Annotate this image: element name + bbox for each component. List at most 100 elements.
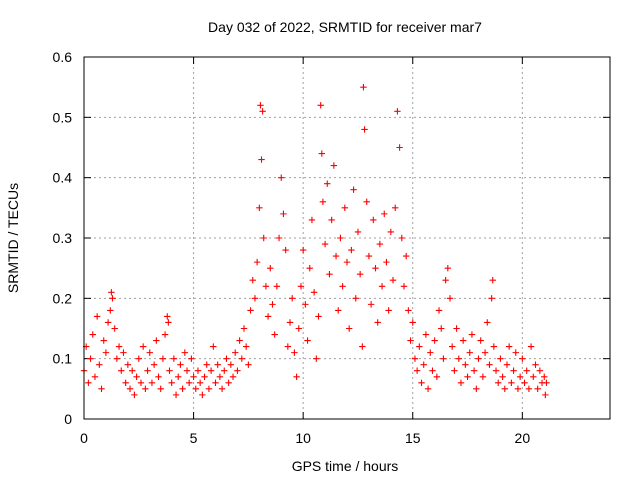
data-point	[350, 186, 357, 193]
data-point	[293, 373, 300, 380]
data-point	[280, 210, 287, 218]
data-point	[93, 313, 101, 320]
data-point	[115, 343, 123, 350]
data-point	[131, 391, 138, 399]
data-point	[179, 385, 186, 393]
data-point	[475, 355, 482, 362]
data-point	[210, 343, 217, 350]
data-point	[289, 295, 296, 302]
data-point	[315, 313, 322, 320]
data-point	[122, 379, 129, 386]
data-point	[374, 319, 381, 326]
data-point	[225, 379, 232, 386]
data-point	[328, 216, 335, 224]
data-point	[297, 283, 305, 290]
data-point	[431, 337, 438, 344]
y-tick-label: 0.5	[53, 109, 73, 125]
data-point	[497, 355, 504, 362]
y-tick-label: 0.2	[53, 290, 73, 306]
data-point	[207, 367, 215, 374]
data-point	[488, 295, 495, 302]
data-point	[302, 301, 309, 308]
data-point	[139, 343, 147, 350]
data-point	[376, 240, 384, 248]
data-point	[196, 379, 204, 386]
data-point	[501, 385, 508, 393]
data-point	[142, 385, 149, 393]
data-point	[251, 295, 259, 302]
data-point	[490, 343, 498, 350]
data-point	[396, 144, 403, 151]
data-point	[232, 349, 239, 356]
data-point	[310, 289, 318, 296]
data-point	[339, 283, 346, 290]
data-point	[126, 385, 134, 393]
data-point	[470, 367, 478, 374]
data-point	[462, 361, 469, 368]
grid	[84, 57, 610, 419]
data-point	[214, 361, 221, 368]
data-point	[221, 367, 228, 374]
axis-ticks	[83, 56, 610, 420]
data-point	[273, 283, 281, 290]
data-point	[264, 313, 272, 320]
x-tick-label: 20	[515, 430, 531, 446]
data-point	[177, 361, 184, 368]
data-point	[418, 379, 425, 386]
data-point	[363, 198, 370, 205]
data-point	[521, 379, 528, 386]
data-point	[87, 355, 94, 362]
data-point	[392, 204, 399, 212]
data-point	[473, 385, 480, 393]
data-point	[372, 264, 379, 272]
data-point	[120, 349, 127, 356]
data-point	[295, 325, 302, 332]
data-point	[155, 373, 162, 380]
data-point	[238, 355, 245, 362]
data-point	[398, 234, 405, 242]
data-point	[332, 252, 340, 260]
data-point	[446, 295, 454, 302]
data-point	[464, 373, 471, 380]
data-point	[245, 361, 252, 368]
plot-frame	[83, 56, 611, 420]
data-point	[111, 325, 118, 332]
data-point	[223, 355, 230, 362]
data-point	[387, 228, 395, 236]
data-point	[313, 355, 320, 362]
data-point	[365, 252, 373, 260]
data-point	[104, 319, 112, 326]
data-point	[253, 258, 261, 266]
y-tick-label: 0.3	[53, 230, 73, 246]
data-point	[159, 355, 167, 362]
data-point	[321, 240, 329, 248]
y-tick-label: 0.4	[53, 170, 73, 186]
data-point	[108, 289, 115, 296]
data-point	[100, 337, 107, 344]
data-point	[422, 331, 430, 338]
data-point	[381, 210, 388, 218]
data-point	[275, 234, 283, 242]
data-point	[508, 379, 515, 386]
data-point	[258, 156, 265, 163]
y-tick-label: 0.1	[53, 351, 73, 367]
data-point	[109, 295, 116, 302]
tick-labels: 0 0.1 0.2 0.3 0.4 0.5 0.6 0 5 10 15 20	[53, 49, 531, 446]
data-point	[402, 252, 410, 260]
data-point	[510, 367, 517, 374]
data-point	[286, 319, 294, 326]
data-point	[247, 307, 254, 314]
data-point	[218, 385, 226, 393]
data-point	[411, 355, 419, 362]
data-point	[299, 246, 307, 254]
data-points	[80, 83, 550, 399]
data-point	[514, 385, 522, 393]
data-point	[256, 204, 263, 212]
data-point	[267, 264, 274, 272]
data-point	[157, 385, 164, 393]
data-point	[378, 283, 386, 290]
data-point	[98, 385, 105, 393]
data-point	[449, 343, 456, 350]
data-point	[236, 337, 243, 344]
x-tick-label: 10	[295, 430, 311, 446]
